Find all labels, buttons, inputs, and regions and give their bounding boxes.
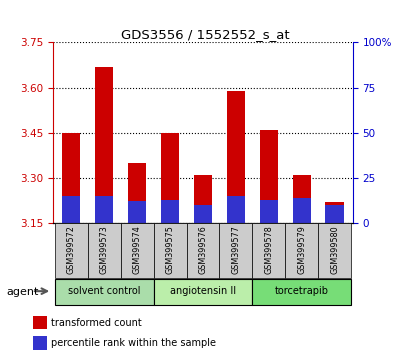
- Bar: [193, 205, 211, 223]
- Text: GSM399580: GSM399580: [329, 225, 338, 274]
- Bar: [128, 201, 146, 223]
- Bar: [292, 175, 310, 223]
- Bar: [226, 91, 244, 223]
- Bar: [252, 279, 350, 305]
- Bar: [128, 163, 146, 223]
- Bar: [62, 133, 80, 223]
- Text: GSM399572: GSM399572: [67, 225, 76, 274]
- Text: GSM399573: GSM399573: [99, 225, 108, 274]
- Text: GSM399579: GSM399579: [297, 225, 306, 274]
- Bar: [161, 133, 179, 223]
- Bar: [153, 223, 186, 278]
- Text: GSM399578: GSM399578: [263, 225, 272, 274]
- Bar: [55, 279, 153, 305]
- Bar: [193, 175, 211, 223]
- Bar: [226, 196, 244, 223]
- Bar: [95, 67, 113, 223]
- Text: GDS3556 / 1552552_s_at: GDS3556 / 1552552_s_at: [120, 28, 289, 41]
- Text: GSM399574: GSM399574: [133, 225, 142, 274]
- Text: solvent control: solvent control: [68, 286, 140, 297]
- Bar: [55, 223, 88, 278]
- Text: transformed count: transformed count: [51, 318, 142, 327]
- Bar: [252, 223, 285, 278]
- Bar: [219, 223, 252, 278]
- Bar: [325, 202, 343, 223]
- Bar: [33, 336, 47, 350]
- Bar: [95, 196, 113, 223]
- Bar: [88, 223, 120, 278]
- Bar: [186, 223, 219, 278]
- Text: GSM399576: GSM399576: [198, 225, 207, 274]
- Bar: [120, 223, 153, 278]
- Text: agent: agent: [6, 287, 38, 297]
- Text: GSM399577: GSM399577: [231, 225, 240, 274]
- Text: percentile rank within the sample: percentile rank within the sample: [51, 338, 216, 348]
- Bar: [285, 223, 317, 278]
- Bar: [62, 196, 80, 223]
- Bar: [33, 316, 47, 329]
- Bar: [161, 200, 179, 223]
- Bar: [317, 223, 350, 278]
- Text: angiotensin II: angiotensin II: [169, 286, 236, 297]
- Bar: [153, 279, 252, 305]
- Bar: [292, 198, 310, 223]
- Bar: [259, 130, 277, 223]
- Bar: [325, 205, 343, 223]
- Text: GSM399575: GSM399575: [165, 225, 174, 274]
- Text: torcetrapib: torcetrapib: [274, 286, 328, 297]
- Bar: [259, 200, 277, 223]
